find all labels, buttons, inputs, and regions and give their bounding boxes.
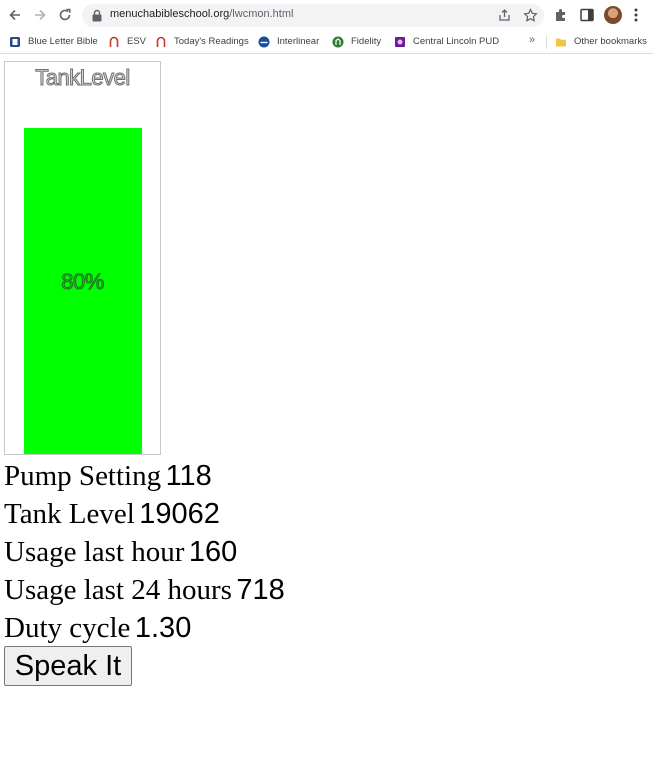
- stat-pump-setting: Pump Setting 118: [4, 457, 285, 495]
- stat-usage-last-hour: Usage last hour 160: [4, 533, 285, 571]
- todays-readings-icon: [156, 36, 166, 47]
- blue-letter-bible-icon: [10, 36, 20, 47]
- gauge-fill-bar: [24, 128, 142, 454]
- extensions-puzzle-icon[interactable]: [553, 7, 569, 23]
- tank-level-gauge: TankLevel 80%: [4, 61, 161, 455]
- fidelity-icon: [332, 36, 344, 47]
- stat-label: Tank Level: [4, 498, 135, 530]
- url-host: menuchabibleschool.org: [110, 8, 230, 20]
- browser-toolbar: menuchabibleschool.org/lwcmon.html: [0, 0, 653, 30]
- stat-usage-last-24-hours: Usage last 24 hours 718: [4, 571, 285, 609]
- bookmark-fidelity[interactable]: Fidelity: [332, 33, 381, 50]
- stat-value: 118: [165, 460, 212, 492]
- stat-label: Pump Setting: [4, 460, 162, 492]
- central-lincoln-pud-icon: [395, 36, 405, 47]
- address-bar[interactable]: menuchabibleschool.org/lwcmon.html: [82, 4, 544, 27]
- stat-duty-cycle: Duty cycle 1.30: [4, 609, 285, 647]
- bookmark-label: Blue Letter Bible: [28, 36, 98, 47]
- bookmark-label: Fidelity: [351, 36, 382, 47]
- forward-arrow-icon[interactable]: [30, 5, 50, 25]
- speak-it-button[interactable]: Speak It: [4, 646, 132, 686]
- bookmarks-overflow-icon[interactable]: »: [529, 34, 536, 46]
- side-panel-icon[interactable]: [579, 7, 595, 23]
- url-path: /lwcmon.html: [229, 8, 294, 20]
- bookmark-central-lincoln-pud[interactable]: Central Lincoln PUD: [394, 33, 499, 50]
- bookmarks-divider: [546, 35, 547, 49]
- back-arrow-icon[interactable]: [5, 5, 25, 25]
- bookmark-star-icon[interactable]: [523, 8, 538, 23]
- gauge-title: TankLevel: [35, 65, 131, 91]
- url-text[interactable]: menuchabibleschool.org/lwcmon.html: [110, 8, 293, 20]
- reload-icon[interactable]: [55, 5, 75, 25]
- stat-label: Usage last 24 hours: [4, 574, 232, 606]
- lock-icon: [92, 9, 102, 22]
- more-menu-icon[interactable]: [630, 6, 642, 24]
- stat-value: 1.30: [134, 612, 192, 644]
- share-icon[interactable]: [497, 8, 512, 23]
- bookmark-label: Today's Readings: [174, 36, 249, 47]
- bookmark-other-bookmarks[interactable]: Other bookmarks: [555, 33, 647, 50]
- bookmark-blue-letter-bible[interactable]: Blue Letter Bible: [9, 33, 98, 50]
- bookmark-label: Interlinear: [277, 36, 320, 47]
- bookmark-label: Other bookmarks: [574, 36, 647, 47]
- interlinear-icon: [258, 36, 270, 47]
- profile-avatar[interactable]: [604, 6, 622, 24]
- bookmark-label: Central Lincoln PUD: [413, 36, 500, 47]
- stats-list: Pump Setting 118 Tank Level 19062 Usage …: [4, 457, 285, 647]
- bookmark-todays-readings[interactable]: Today's Readings: [155, 33, 249, 50]
- stat-value: 160: [188, 536, 238, 568]
- stat-label: Duty cycle: [4, 612, 131, 644]
- stat-label: Usage last hour: [4, 536, 185, 568]
- stat-value: 19062: [139, 498, 220, 530]
- folder-icon: [556, 38, 566, 46]
- esv-icon: [109, 36, 119, 47]
- bookmark-interlinear[interactable]: Interlinear: [258, 33, 319, 50]
- gauge-percent-label: 80%: [61, 269, 105, 295]
- bookmarks-bar: Blue Letter Bible ESV Today's Readings I…: [0, 30, 653, 54]
- stat-value: 718: [236, 574, 285, 606]
- bookmark-esv[interactable]: ESV: [108, 33, 146, 50]
- stat-tank-level: Tank Level 19062: [4, 495, 285, 533]
- bookmark-label: ESV: [127, 36, 147, 47]
